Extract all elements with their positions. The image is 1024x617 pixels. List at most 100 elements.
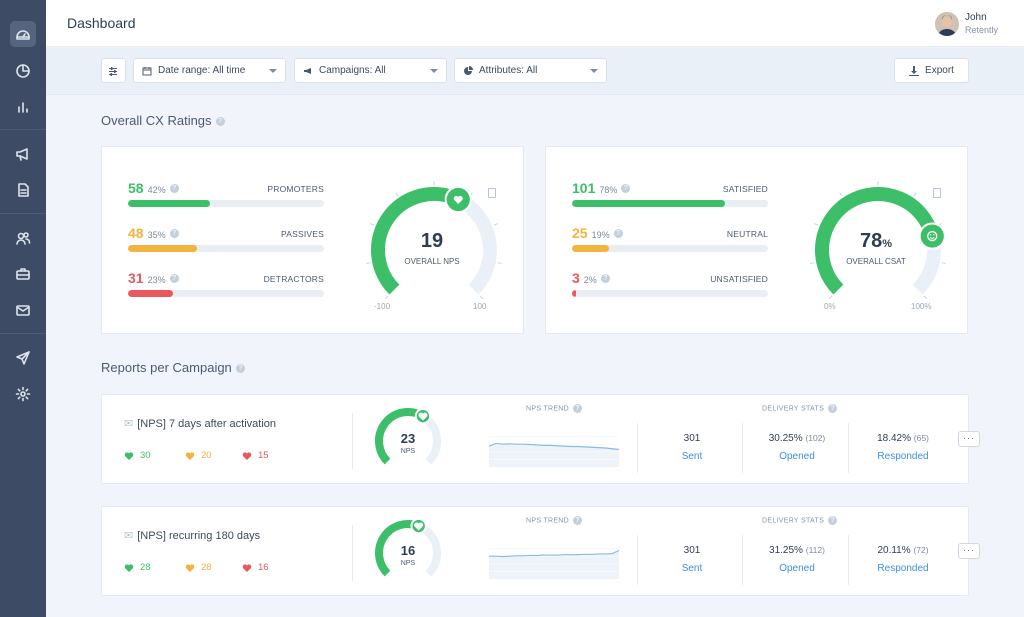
campaign-card[interactable]: ✉ [NPS] recurring 180 days 28 28 16 16 NPS NPS … [101, 506, 980, 596]
help-icon[interactable]: ? [621, 184, 631, 194]
rating-count: 101 [572, 180, 596, 196]
smile-icon [927, 230, 938, 242]
export-button[interactable]: Export [894, 58, 969, 83]
opened-link[interactable]: Opened [779, 451, 815, 462]
sent-link[interactable]: Sent [681, 451, 703, 462]
calculator-icon[interactable] [933, 188, 941, 198]
campaign-title[interactable]: ✉ [NPS] 7 days after activation [124, 417, 276, 430]
chevron-down-icon [430, 69, 438, 73]
filter-settings-button[interactable] [101, 58, 126, 83]
people-icon[interactable] [10, 225, 36, 251]
gauge-tick-mark [810, 262, 815, 264]
help-icon[interactable]: ? [613, 229, 623, 239]
campaigns-dropdown[interactable]: Campaigns: All [294, 58, 447, 83]
trend-line [489, 442, 619, 451]
opened-value: 30.25% (102) [768, 433, 826, 444]
help-icon[interactable]: ? [235, 364, 245, 374]
rating-label: NEUTRAL [726, 229, 768, 239]
filter-bar: Date range: All time Campaigns: All Attr… [46, 48, 1024, 95]
rating-bar [572, 200, 768, 207]
rating-label: PASSIVES [280, 229, 324, 239]
csat-score: 78% [859, 230, 893, 252]
more-options-button[interactable]: ··· [958, 431, 980, 447]
delivery-stats-label: DELIVERY STATS? [762, 516, 838, 525]
trend-area [489, 443, 619, 467]
attributes-dropdown[interactable]: Attributes: All [454, 58, 607, 83]
calendar-icon [142, 66, 152, 75]
campaign-name: [NPS] 7 days after activation [137, 418, 277, 430]
heart-icon [242, 563, 252, 572]
rating-bar [128, 290, 324, 297]
gauge-fill [815, 187, 940, 295]
heart-icon [185, 563, 195, 572]
detractors-count: 15 [242, 450, 269, 461]
nps-trend-label: NPS TREND? [526, 516, 583, 525]
gauge-fill [375, 520, 421, 577]
opened-link[interactable]: Opened [779, 563, 815, 574]
help-icon[interactable]: ? [573, 404, 583, 413]
settings-icon[interactable] [10, 381, 36, 407]
rating-bar-fill [572, 245, 610, 252]
inbox-icon[interactable] [10, 297, 36, 323]
avatar[interactable] [935, 12, 959, 36]
gauge-tick-mark [479, 295, 484, 300]
campaign-nps-gauge [375, 517, 441, 577]
rating-bar [572, 245, 768, 252]
responded-link[interactable]: Responded [877, 563, 929, 574]
more-options-button[interactable]: ··· [958, 543, 980, 559]
campaigns-icon[interactable] [10, 141, 36, 167]
promoters-count: 30 [124, 450, 151, 461]
sent-link[interactable]: Sent [681, 563, 703, 574]
rating-count: 31 [128, 270, 144, 286]
heart-icon [124, 563, 134, 572]
help-icon[interactable]: ? [573, 516, 583, 525]
rating-percent: 19% [591, 230, 610, 240]
user-org: Retently [965, 25, 999, 35]
heart-icon [453, 195, 463, 205]
csat-card: 101 78%? SATISFIED 25 19%? NEUTRAL 3 2%? UNSATIS… [545, 146, 968, 334]
passives-count: 20 [185, 450, 212, 461]
send-icon[interactable] [10, 345, 36, 371]
help-icon[interactable]: ? [828, 404, 838, 413]
documents-icon[interactable] [10, 177, 36, 203]
date-range-label: Date range: All time [158, 65, 246, 76]
rating-bar-fill [128, 290, 174, 297]
companies-icon[interactable] [10, 261, 36, 287]
user-name[interactable]: John [965, 12, 987, 23]
heart-icon [185, 451, 195, 460]
responded-value: 20.11% (72) [877, 545, 929, 556]
rating-bar [128, 200, 324, 207]
sidebar [0, 0, 46, 617]
help-icon[interactable]: ? [169, 274, 179, 284]
gauge-fill [375, 408, 426, 465]
reports-icon[interactable] [10, 58, 36, 84]
help-icon[interactable]: ? [169, 184, 179, 194]
rating-bar [572, 290, 768, 297]
rating-row: 25 19%? NEUTRAL [572, 225, 768, 252]
gauge-fill [371, 187, 462, 295]
campaign-card[interactable]: ✉ [NPS] 7 days after activation 30 20 15 23 NP… [101, 394, 980, 484]
campaign-nps-gauge [375, 407, 441, 465]
rating-count: 3 [572, 270, 580, 286]
delivery-stats-label: DELIVERY STATS? [762, 404, 838, 413]
help-icon[interactable]: ? [828, 516, 838, 525]
sliders-icon [109, 66, 117, 76]
help-icon[interactable]: ? [215, 117, 225, 127]
analytics-icon[interactable] [10, 94, 36, 120]
date-range-dropdown[interactable]: Date range: All time [133, 58, 286, 83]
gauge-tick-mark [814, 223, 819, 226]
help-icon[interactable]: ? [169, 229, 179, 239]
help-icon[interactable]: ? [600, 274, 610, 284]
detractors-count: 16 [242, 562, 269, 573]
calculator-icon[interactable] [488, 188, 496, 198]
gauge-tick-mark [941, 262, 946, 264]
campaign-title[interactable]: ✉ [NPS] recurring 180 days [124, 529, 260, 542]
campaign-nps-caption: NPS [400, 560, 416, 567]
gauge-tick-mark [839, 192, 843, 197]
responded-link[interactable]: Responded [877, 451, 929, 462]
dashboard-icon[interactable] [10, 21, 36, 47]
nps-card: 58 42%? PROMOTERS 48 35%? PASSIVES 31 23%? DETRA… [101, 146, 524, 334]
rating-bar-fill [128, 200, 211, 207]
rating-percent: 35% [147, 230, 166, 240]
gauge-tick-mark [370, 223, 375, 226]
